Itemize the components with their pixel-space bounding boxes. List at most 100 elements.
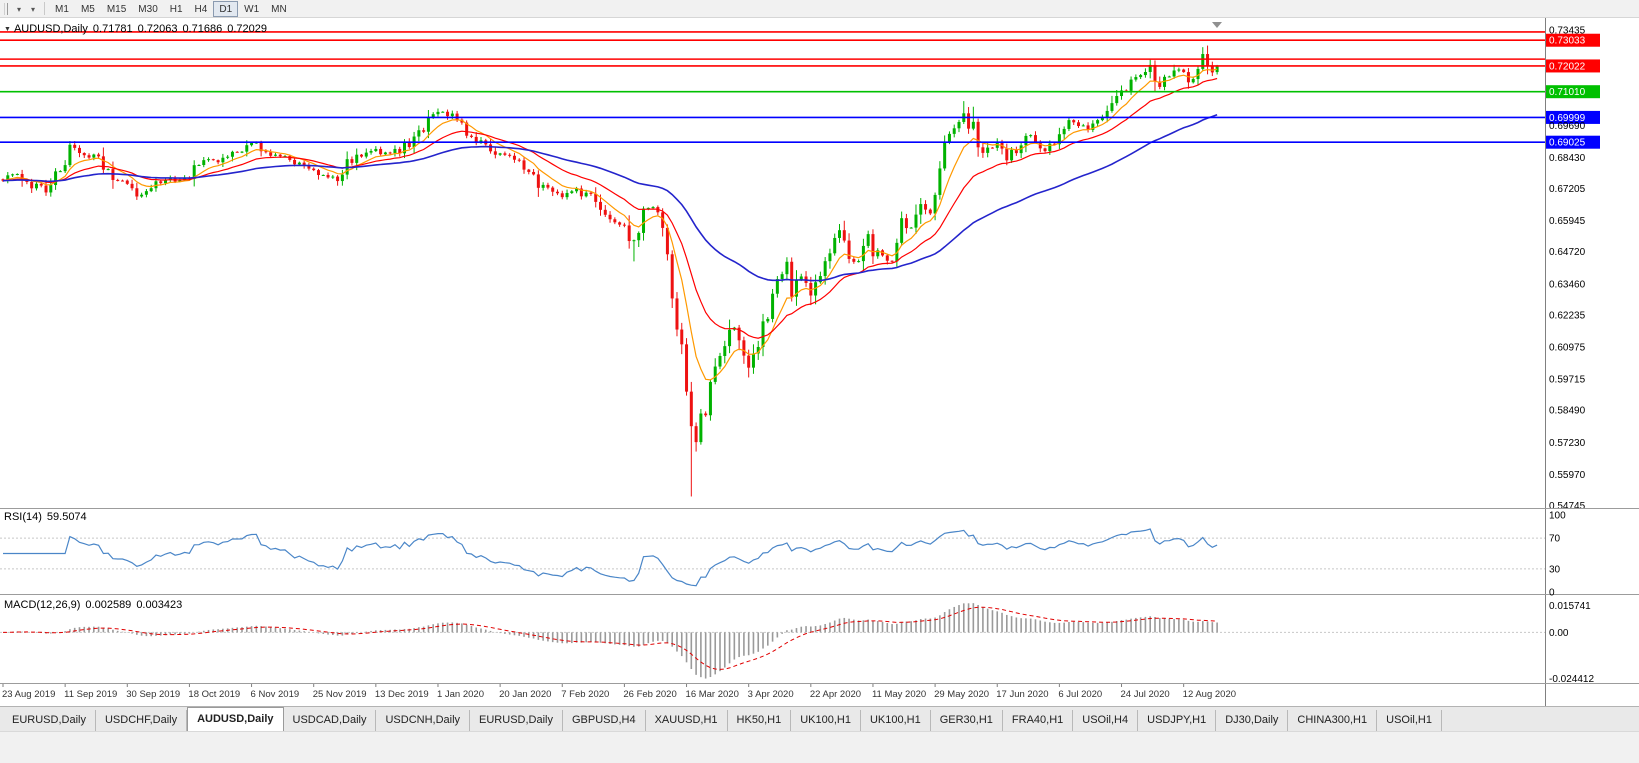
- ohlc-high: 0.72063: [137, 23, 178, 35]
- timeframe-button[interactable]: MN: [265, 1, 293, 17]
- svg-text:0.59715: 0.59715: [1549, 375, 1586, 386]
- price-axis[interactable]: [1546, 18, 1639, 706]
- svg-text:0.69025: 0.69025: [1549, 138, 1586, 149]
- chart-tab[interactable]: UK100,H1: [791, 710, 861, 731]
- price-line-badge: [1546, 33, 1600, 47]
- timeframe-button[interactable]: M5: [75, 1, 101, 17]
- svg-text:18 Oct 2019: 18 Oct 2019: [188, 689, 240, 700]
- svg-text:16 Mar 2020: 16 Mar 2020: [686, 689, 739, 700]
- svg-text:70: 70: [1549, 534, 1561, 545]
- chart-tab-label: CHINA300,H1: [1297, 714, 1368, 726]
- chart-tab[interactable]: GER30,H1: [930, 710, 1003, 731]
- timeframe-label: M1: [55, 3, 69, 15]
- macd-value: 0.002589: [85, 599, 132, 611]
- status-bar: [0, 731, 1639, 763]
- ohlc-open: 0.71781: [92, 23, 133, 35]
- rsi-axis-labels: 100 70 30 0: [1549, 511, 1566, 599]
- chart-tab-label: USDCNH,Daily: [385, 714, 461, 726]
- chart-tab[interactable]: HK50,H1: [727, 710, 792, 731]
- chart-tab[interactable]: AUDUSD,Daily: [187, 707, 284, 731]
- chart-tab[interactable]: USDCNH,Daily: [376, 710, 471, 731]
- chart-tab[interactable]: EURUSD,Daily: [470, 710, 563, 731]
- timeframe-button[interactable]: W1: [238, 1, 265, 17]
- chart-tab-label: DJ30,Daily: [1225, 714, 1279, 726]
- shift-marker-icon: [1212, 22, 1222, 28]
- svg-text:1 Jan 2020: 1 Jan 2020: [437, 689, 484, 700]
- chart-tab[interactable]: USDCHF,Daily: [95, 710, 188, 731]
- collapse-arrow-icon[interactable]: ▼: [4, 26, 11, 33]
- chart-tab[interactable]: USOil,H1: [1377, 710, 1442, 731]
- svg-text:13 Dec 2019: 13 Dec 2019: [375, 689, 429, 700]
- toolbar-grip-handle[interactable]: [4, 2, 8, 15]
- horizontal-lines: 0.73033 0.72022 0.71010 0.69999 0.69025: [0, 31, 1600, 149]
- chart-tab[interactable]: USOil,H4: [1073, 710, 1139, 731]
- chart-tab[interactable]: EURUSD,Daily: [3, 710, 96, 731]
- svg-text:0.73435: 0.73435: [1549, 26, 1586, 37]
- svg-text:0.69690: 0.69690: [1549, 121, 1586, 132]
- price-line-badge: [1546, 135, 1600, 149]
- chart-tab-label: UK100,H1: [869, 714, 921, 726]
- chart-tab[interactable]: USDCAD,Daily: [283, 710, 377, 731]
- svg-text:0.71010: 0.71010: [1549, 87, 1586, 98]
- svg-text:11 Sep 2019: 11 Sep 2019: [64, 689, 117, 700]
- chart-tab[interactable]: DJ30,Daily: [1216, 710, 1289, 731]
- svg-text:0.00: 0.00: [1549, 628, 1569, 639]
- chart-tab-bar: EURUSD,Daily USDCHF,Daily AUDUSD,Daily U…: [0, 706, 1639, 731]
- svg-text:0.015741: 0.015741: [1549, 601, 1591, 612]
- price-rsi-splitter[interactable]: [0, 506, 1545, 510]
- timeframe-label: MN: [271, 3, 287, 15]
- timeframe-button[interactable]: M1: [49, 1, 75, 17]
- chart-tab[interactable]: GBPUSD,H4: [563, 710, 646, 731]
- chart-tab[interactable]: FRA40,H1: [1002, 710, 1074, 731]
- svg-text:0.68430: 0.68430: [1549, 153, 1586, 164]
- chart-tab[interactable]: USDJPY,H1: [1138, 710, 1217, 731]
- svg-text:0.64720: 0.64720: [1549, 247, 1586, 258]
- rsi-macd-splitter[interactable]: [0, 592, 1545, 596]
- timeframe-label: M15: [106, 3, 127, 15]
- time-axis[interactable]: [0, 684, 1545, 706]
- ohlc-low: 0.71686: [182, 23, 223, 35]
- chart-tab[interactable]: CHINA300,H1: [1288, 710, 1378, 731]
- timeframe-button[interactable]: M30: [132, 1, 163, 17]
- chart-tab-label: USDCHF,Daily: [104, 714, 178, 726]
- top-toolbar: ▾ ▾ M1 M5 M15 M30 H1 H4 D1 W1 MN: [0, 0, 1639, 18]
- svg-text:12 Aug 2020: 12 Aug 2020: [1183, 689, 1236, 700]
- chart-tab-label: USDCAD,Daily: [292, 714, 367, 726]
- rsi-indicator-label: RSI(14) 59.5074: [4, 511, 87, 523]
- timeframe-label: M5: [80, 3, 95, 15]
- timeframe-button[interactable]: M15: [101, 1, 132, 17]
- chart-tab-label: USOil,H4: [1082, 714, 1129, 726]
- svg-text:0.65945: 0.65945: [1549, 216, 1586, 227]
- price-line-badge: [1546, 59, 1600, 73]
- candlesticks: [1, 45, 1219, 497]
- svg-text:0.57230: 0.57230: [1549, 438, 1586, 449]
- svg-text:6 Nov 2019: 6 Nov 2019: [251, 689, 300, 700]
- macd-name: MACD(12,26,9): [4, 599, 81, 611]
- svg-text:23 Aug 2019: 23 Aug 2019: [2, 689, 55, 700]
- toolbar-separator: [44, 2, 46, 15]
- chart-menu-icon[interactable]: ▾: [17, 4, 22, 14]
- svg-text:0.69999: 0.69999: [1549, 113, 1586, 124]
- svg-text:29 May 2020: 29 May 2020: [934, 689, 989, 700]
- chart-tab-label: EURUSD,Daily: [12, 714, 86, 726]
- timeframe-button[interactable]: H4: [189, 1, 214, 17]
- macd-histogram: [6, 603, 1218, 679]
- chart-tab-label: FRA40,H1: [1011, 714, 1064, 726]
- timeframe-button[interactable]: H1: [164, 1, 189, 17]
- svg-text:0: 0: [1549, 588, 1555, 599]
- price-axis-labels: 0.73435 0.69690 0.68430 0.67205 0.65945 0.647…: [1549, 26, 1586, 513]
- timeframe-button[interactable]: D1: [213, 0, 239, 17]
- svg-text:25 Nov 2019: 25 Nov 2019: [313, 689, 367, 700]
- macd-signal-value: 0.003423: [136, 599, 183, 611]
- svg-text:22 Apr 2020: 22 Apr 2020: [810, 689, 861, 700]
- timeframe-buttons: M1 M5 M15 M30 H1 H4 D1 W1 MN: [49, 0, 293, 17]
- svg-text:20 Jan 2020: 20 Jan 2020: [499, 689, 551, 700]
- timeframe-label: M30: [138, 3, 158, 15]
- chart-tab[interactable]: UK100,H1: [860, 710, 931, 731]
- chart-tab-label: GER30,H1: [939, 714, 993, 726]
- rsi-line: [3, 528, 1218, 587]
- macd-date-splitter[interactable]: [0, 681, 1545, 685]
- chart-tab[interactable]: XAUUSD,H1: [645, 710, 728, 731]
- toolbar-expand-icon[interactable]: ▾: [31, 4, 36, 14]
